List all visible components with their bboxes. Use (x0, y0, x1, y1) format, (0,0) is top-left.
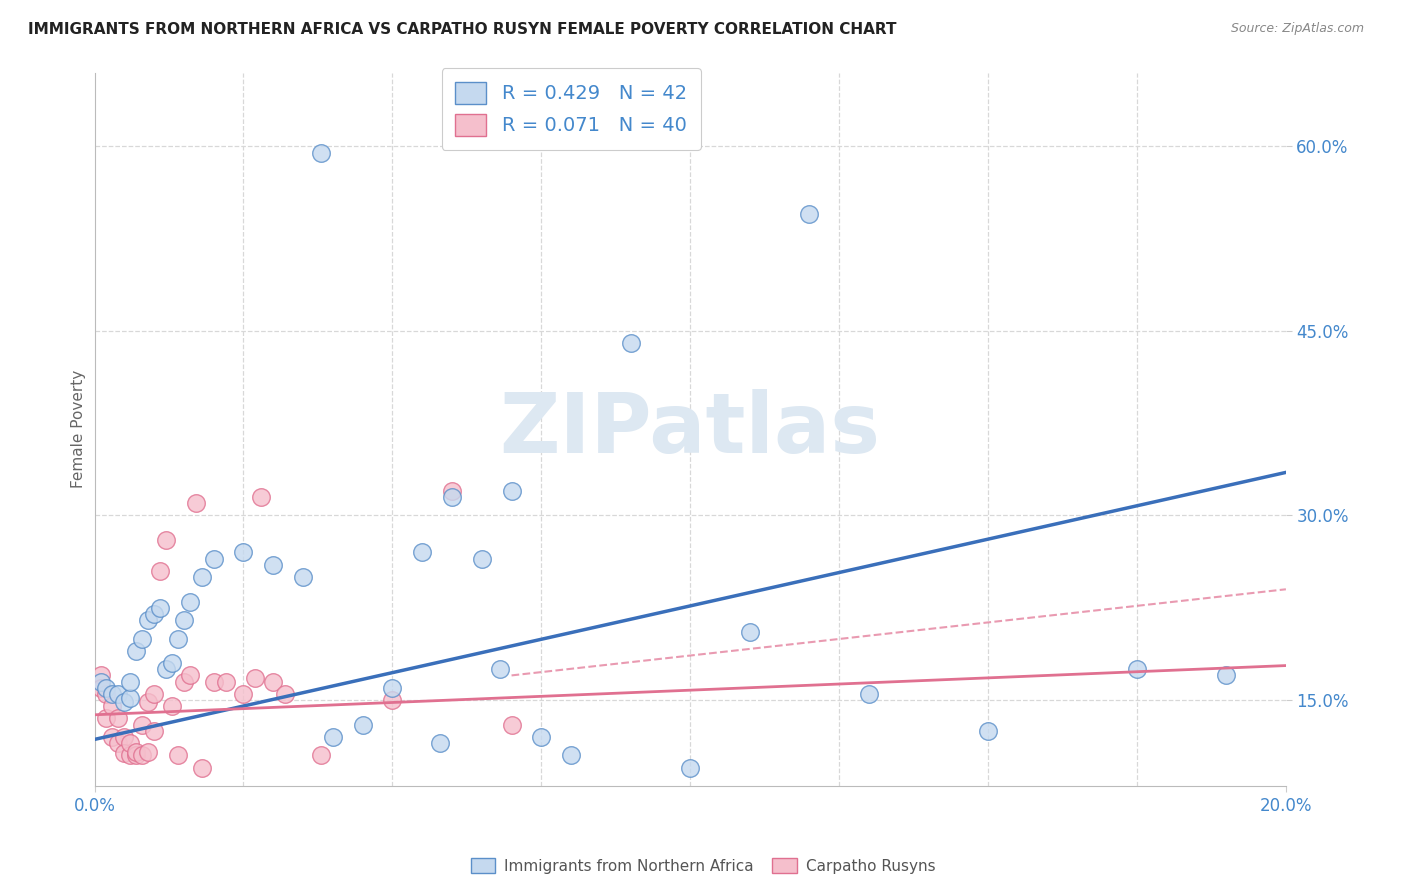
Point (191, 570, 214, 584)
Point (309, 748, 332, 763)
Point (232, 687, 254, 701)
Point (112, 696, 135, 710)
Point (1215, 668, 1237, 682)
Point (322, 730, 344, 744)
Point (112, 730, 135, 744)
Point (977, 723, 1000, 738)
Point (530, 730, 553, 744)
Point (107, 687, 129, 701)
Point (125, 644, 148, 658)
Point (1126, 662, 1149, 676)
Point (101, 730, 124, 744)
Point (131, 717, 153, 731)
Point (90, 674, 112, 689)
Point (679, 761, 702, 775)
Point (120, 690, 142, 705)
Point (167, 748, 190, 763)
Point (131, 632, 153, 646)
Point (112, 746, 135, 760)
Point (160, 699, 183, 714)
Point (620, 336, 643, 351)
Point (501, 483, 523, 498)
Point (173, 674, 195, 689)
Point (101, 699, 124, 714)
Point (143, 723, 166, 738)
Point (120, 736, 142, 750)
Point (381, 693, 404, 707)
Point (136, 696, 159, 710)
Point (120, 674, 142, 689)
Point (202, 674, 225, 689)
Point (262, 558, 284, 572)
Point (90, 668, 112, 682)
Point (143, 607, 166, 621)
Legend: R = 0.429   N = 42, R = 0.071   N = 40: R = 0.429 N = 42, R = 0.071 N = 40 (441, 68, 700, 150)
Point (560, 748, 582, 763)
Point (107, 711, 129, 725)
Point (262, 674, 284, 689)
Point (101, 687, 124, 701)
Point (250, 490, 273, 504)
Point (125, 745, 148, 759)
Point (131, 748, 153, 763)
Point (309, 145, 332, 160)
Point (202, 551, 225, 566)
Point (440, 483, 463, 498)
Point (352, 717, 374, 731)
Point (149, 564, 172, 578)
Point (90, 681, 112, 695)
Point (440, 490, 463, 504)
Point (167, 632, 190, 646)
Point (501, 717, 523, 731)
Point (179, 668, 201, 682)
Point (232, 545, 254, 559)
Point (136, 745, 159, 759)
Point (149, 600, 172, 615)
Point (488, 662, 510, 676)
Point (411, 545, 433, 559)
Point (96, 711, 118, 725)
Point (155, 662, 177, 676)
Point (292, 570, 315, 584)
Point (245, 671, 267, 685)
Text: IMMIGRANTS FROM NORTHERN AFRICA VS CARPATHO RUSYN FEMALE POVERTY CORRELATION CHA: IMMIGRANTS FROM NORTHERN AFRICA VS CARPA… (28, 22, 897, 37)
Point (214, 674, 236, 689)
Legend: Immigrants from Northern Africa, Carpatho Rusyns: Immigrants from Northern Africa, Carpath… (464, 852, 942, 880)
Point (125, 748, 148, 763)
Point (96, 687, 118, 701)
Text: Source: ZipAtlas.com: Source: ZipAtlas.com (1230, 22, 1364, 36)
Point (184, 496, 207, 510)
Point (155, 533, 177, 547)
Point (107, 736, 129, 750)
Point (274, 687, 297, 701)
Point (160, 656, 183, 670)
Text: ZIPatlas: ZIPatlas (499, 389, 880, 470)
Point (173, 613, 195, 627)
Y-axis label: Female Poverty: Female Poverty (72, 370, 86, 489)
Point (429, 736, 451, 750)
Point (179, 594, 201, 608)
Point (333, 806, 356, 821)
Point (143, 687, 166, 701)
Point (799, 207, 821, 221)
Point (858, 687, 880, 701)
Point (120, 748, 142, 763)
Point (136, 613, 159, 627)
Point (96, 681, 118, 695)
Point (191, 761, 214, 775)
Point (471, 551, 494, 566)
Point (381, 681, 404, 695)
Point (738, 625, 761, 640)
